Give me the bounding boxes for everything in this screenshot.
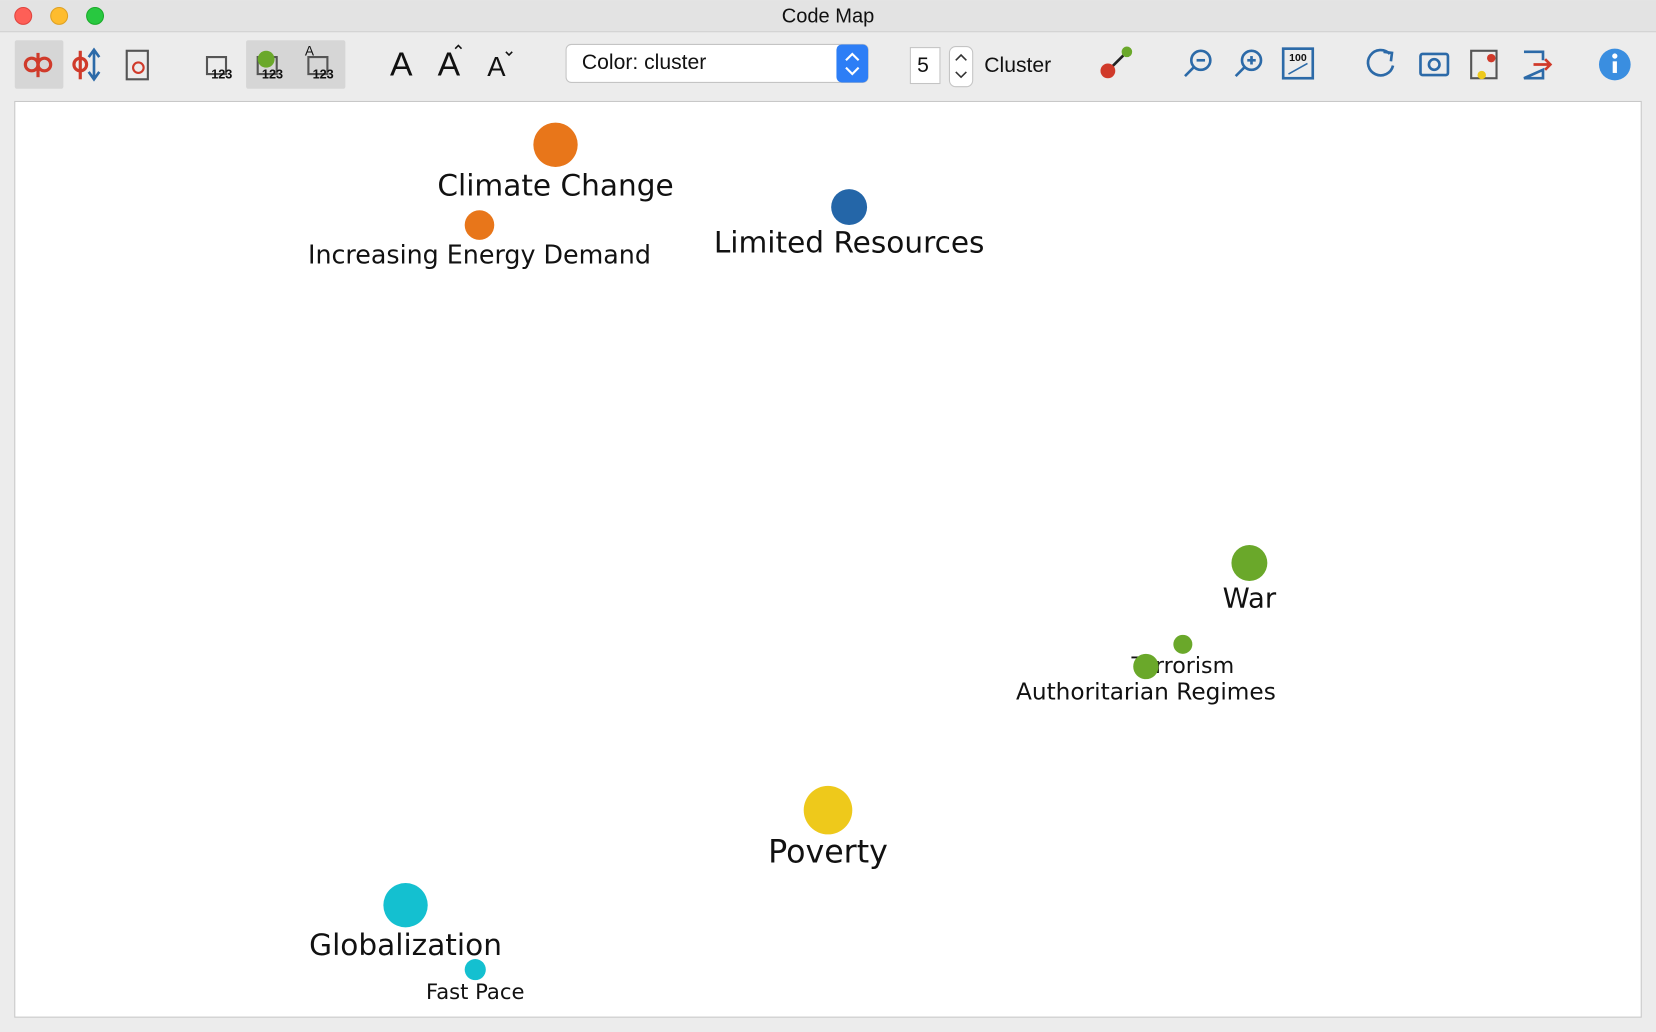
icon-label: 123 (313, 67, 334, 81)
font-button[interactable]: A (390, 46, 413, 84)
font-button[interactable]: A (438, 46, 461, 84)
node-label: Poverty (768, 834, 888, 870)
node-label: War (1223, 583, 1277, 614)
minimize-button[interactable] (50, 6, 69, 25)
zoom-button[interactable] (86, 6, 105, 25)
node-label: Limited Resources (714, 226, 985, 260)
color-select-value: Color: cluster (582, 51, 706, 74)
close-button[interactable] (14, 6, 33, 25)
node-label: Climate Change (437, 169, 673, 203)
icon-label: 123 (262, 67, 283, 81)
window-title: Code Map (782, 5, 874, 27)
icon-label: 100 (1289, 52, 1307, 64)
node-marker[interactable] (1173, 634, 1193, 654)
title-bar (0, 0, 1656, 32)
node-marker[interactable] (383, 883, 428, 928)
cluster-count: 5 (917, 54, 929, 77)
icon-label: 123 (211, 67, 232, 81)
map-nodes: Climate Change Increasing Energy Demand Li… (308, 122, 1277, 1004)
node-marker[interactable] (1231, 545, 1268, 581)
toolbar: 123 123 123 A A A A Color: cluster 5 Clu… (14, 40, 1631, 89)
node-marker[interactable] (831, 189, 868, 226)
node-label: Increasing Energy Demand (308, 240, 651, 270)
font-button[interactable]: A (487, 51, 506, 82)
toolbar-button[interactable] (125, 49, 149, 81)
node-label: Globalization (309, 928, 502, 962)
node-label: Authoritarian Regimes (1016, 678, 1276, 705)
node-marker[interactable] (533, 122, 578, 167)
cluster-label: Cluster (984, 54, 1051, 77)
node-marker[interactable] (464, 959, 486, 981)
icon-label: A (305, 43, 315, 58)
map-canvas (14, 100, 1642, 1018)
node-marker[interactable] (803, 785, 853, 835)
toolbar-icons: 100 (1100, 46, 1631, 81)
cluster-input[interactable] (909, 47, 941, 85)
node-marker[interactable] (1133, 653, 1159, 680)
cluster-stepper[interactable] (948, 46, 974, 88)
node-label: Fast Pace (426, 979, 524, 1004)
node-marker[interactable] (464, 210, 495, 240)
